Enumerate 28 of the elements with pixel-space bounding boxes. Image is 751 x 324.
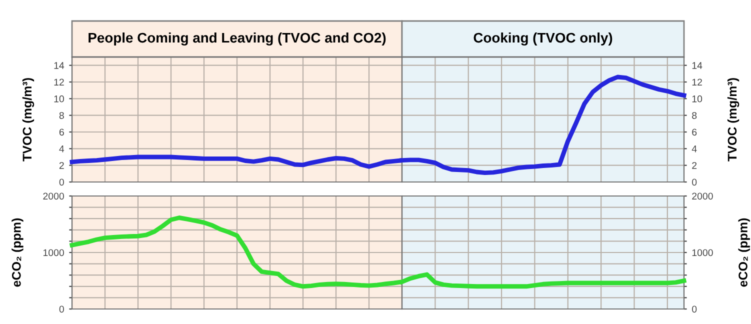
y-tick-label: 0 (59, 306, 64, 313)
y-tick-label: 6 (59, 128, 64, 136)
y-tick-label: 0 (692, 306, 697, 313)
y-tick-label: 14 (692, 62, 702, 69)
y-axis-title: TVOC (mg/m³) (727, 78, 740, 162)
y-tick-label: 8 (692, 112, 697, 119)
y-tick-label: 4 (59, 146, 64, 152)
y-tick-label: 1000 (43, 249, 64, 256)
y-tick-label: 12 (692, 78, 702, 86)
y-tick-label: 0 (692, 178, 697, 186)
y-tick-label: 1000 (692, 249, 713, 256)
y-tick-label: 2 (692, 162, 697, 169)
y-tick-label: 6 (692, 128, 697, 136)
y-tick-label: 2000 (43, 192, 64, 200)
y-tick-label: 12 (54, 78, 64, 86)
y-tick-label: 8 (59, 112, 64, 119)
y-axis-title: eCO₂ (ppm) (738, 218, 750, 287)
y-axis-title: eCO₂ (ppm) (12, 218, 24, 287)
chart-title: People Coming and Leaving (TVOC and CO2) (88, 32, 386, 46)
y-tick-label: 10 (54, 95, 64, 102)
y-tick-label: 2000 (692, 192, 713, 200)
y-tick-label: 10 (692, 95, 702, 102)
y-axis-title: TVOC (mg/m³) (22, 78, 34, 162)
chart-title: Cooking (TVOC only) (474, 32, 612, 46)
y-tick-label: 0 (59, 178, 64, 186)
y-tick-label: 2 (59, 162, 64, 169)
y-tick-label: 14 (54, 62, 64, 69)
y-tick-label: 4 (692, 146, 697, 152)
